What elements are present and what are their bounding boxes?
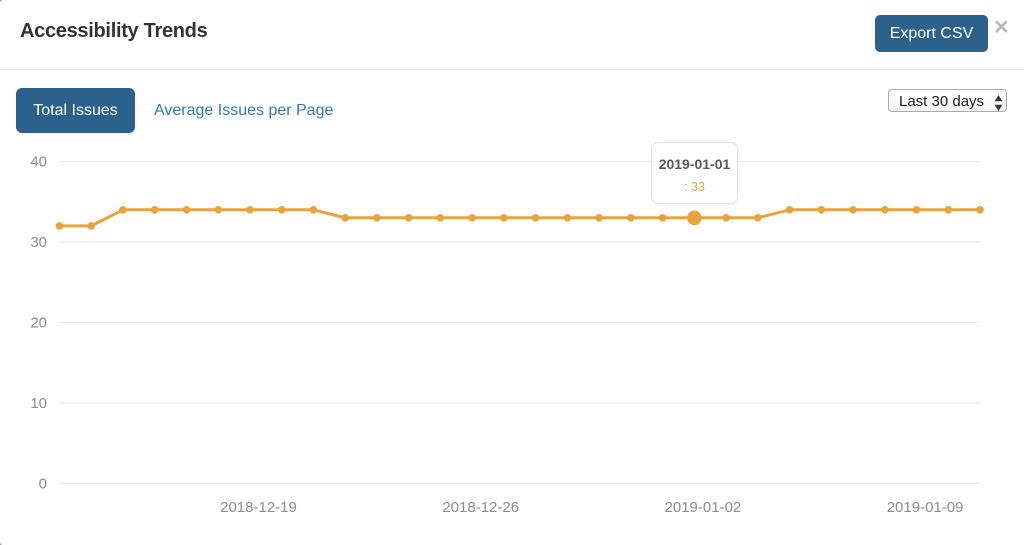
svg-text:2019-01-09: 2019-01-09 xyxy=(887,499,964,516)
svg-text:2019-01-02: 2019-01-02 xyxy=(665,499,742,516)
svg-text:0: 0 xyxy=(39,476,47,493)
svg-text:10: 10 xyxy=(30,395,47,412)
svg-text:30: 30 xyxy=(30,234,47,251)
svg-text:40: 40 xyxy=(30,154,47,171)
svg-text:2018-12-19: 2018-12-19 xyxy=(220,499,297,516)
svg-text:2018-12-26: 2018-12-26 xyxy=(442,499,519,516)
svg-text:20: 20 xyxy=(30,315,47,332)
